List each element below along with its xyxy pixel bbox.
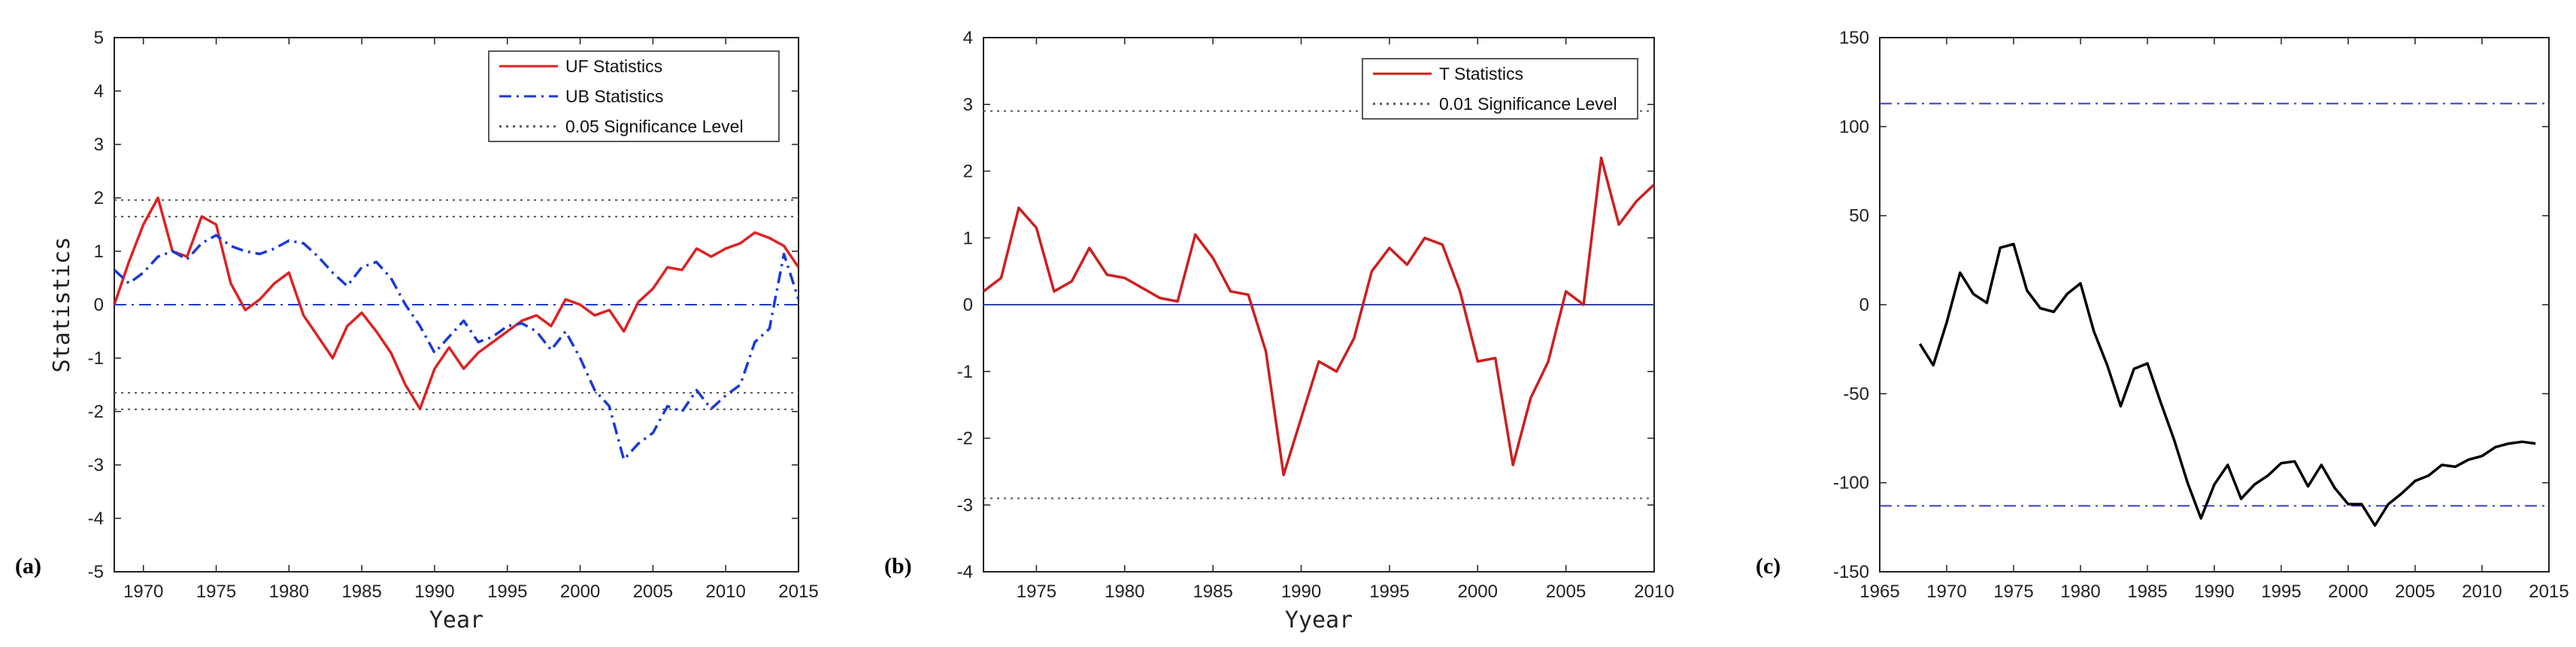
series-line-1 <box>983 156 1654 477</box>
x-tick-label: 2010 <box>2462 582 2502 602</box>
y-tick-label: 5 <box>94 28 104 48</box>
x-tick-label: 2000 <box>560 582 600 602</box>
plot-area <box>983 110 1654 500</box>
x-tick-label: 2005 <box>2395 582 2435 602</box>
panel-c: 1965 1970 1975 1980 1985 1990 1995 2000 2005 2010… <box>1756 28 2569 602</box>
x-tick-label: 1995 <box>2261 582 2301 602</box>
x-tick-label: 1990 <box>414 582 454 602</box>
x-tick-label: 2010 <box>1634 582 1674 602</box>
y-axis-label: Statistics <box>49 237 75 373</box>
x-tick-label: 2005 <box>1546 582 1586 602</box>
y-tick-label: 0 <box>94 295 104 315</box>
x-tick-label: 1990 <box>1281 582 1321 602</box>
x-tick-label: 1970 <box>1926 582 1966 602</box>
x-tick-label: 1990 <box>2194 582 2234 602</box>
panel-label: (a) <box>15 554 41 579</box>
y-tick-label: 3 <box>963 95 973 115</box>
panel-label: (b) <box>884 554 912 579</box>
x-tick-label: 1985 <box>1193 582 1232 602</box>
y-tick-label: -50 <box>1843 384 1869 404</box>
x-axis-label: Year <box>429 607 483 633</box>
y-tick-label: 0 <box>963 295 973 315</box>
x-tick-label: 1965 <box>1859 582 1899 602</box>
x-tick-label: 1975 <box>1017 582 1056 602</box>
x-tick-label: 1980 <box>2060 582 2100 602</box>
y-tick-label: 3 <box>94 135 104 155</box>
legend-label: 0.05 Significance Level <box>565 117 744 136</box>
legend-label: 0.01 Significance Level <box>1439 94 1617 114</box>
y-tick-label: -4 <box>88 509 104 529</box>
legend-label: T Statistics <box>1439 64 1523 84</box>
y-tick-label: -3 <box>957 495 973 515</box>
x-axis-label: Yyear <box>1285 607 1353 633</box>
legend-label: UB Statistics <box>565 87 663 106</box>
x-tick-label: 1985 <box>341 582 381 602</box>
x-tick-label: 1975 <box>196 582 236 602</box>
y-tick-label: -1 <box>88 348 104 369</box>
series-line-1 <box>1918 242 2536 527</box>
y-tick-label: 2 <box>963 162 973 182</box>
y-tick-label: 1 <box>963 228 973 248</box>
legend-box <box>1362 58 1638 120</box>
y-tick-label: -4 <box>957 562 973 582</box>
x-tick-label: 2010 <box>705 582 745 602</box>
y-tick-label: 4 <box>963 28 973 48</box>
series-line-1 <box>114 196 799 411</box>
legend-label: UF Statistics <box>565 56 662 76</box>
y-tick-label: -5 <box>88 562 104 582</box>
y-tick-label: 150 <box>1839 28 1869 48</box>
x-tick-label: 1980 <box>1105 582 1144 602</box>
x-tick-label: 1970 <box>123 582 163 602</box>
y-tick-label: -2 <box>957 429 973 449</box>
x-tick-label: 2015 <box>2529 582 2568 602</box>
series-line-2 <box>114 233 799 461</box>
x-tick-label: 1985 <box>2127 582 2167 602</box>
y-tick-label: -100 <box>1833 473 1869 494</box>
plot-area <box>1880 102 2549 527</box>
y-tick-label: 100 <box>1839 117 1869 137</box>
x-tick-label: 1995 <box>487 582 527 602</box>
legend: UF Statistics UB Statistics 0.05 Significa… <box>488 50 780 142</box>
y-tick-label: 50 <box>1849 206 1869 226</box>
y-tick-label: 2 <box>94 188 104 208</box>
y-tick-label: 0 <box>1859 295 1869 315</box>
x-tick-label: 1975 <box>1993 582 2033 602</box>
x-tick-label: 2005 <box>633 582 673 602</box>
x-tick-label: 2000 <box>1458 582 1498 602</box>
y-tick-label: -2 <box>88 402 104 422</box>
y-tick-label: -1 <box>957 362 973 382</box>
panel-a: 1970 1975 1980 1985 1990 1995 2000 2005 2010 2015… <box>15 28 819 633</box>
panel-b: 1975 1980 1985 1990 1995 2000 2005 2010 -4 -3 -2 -1… <box>884 28 1674 633</box>
y-tick-label: 4 <box>94 81 104 102</box>
x-tick-label: 2000 <box>2328 582 2368 602</box>
axes-frame <box>1879 37 2550 573</box>
plot-area <box>114 196 799 461</box>
y-tick-label: -3 <box>88 455 104 475</box>
x-tick-label: 1980 <box>269 582 309 602</box>
y-tick-label: 1 <box>94 241 104 262</box>
x-tick-label: 2015 <box>778 582 818 602</box>
x-tick-label: 1995 <box>1369 582 1409 602</box>
panel-label: (c) <box>1756 554 1780 579</box>
legend: T Statistics 0.01 Significance Level <box>1362 58 1638 120</box>
y-tick-label: -150 <box>1833 562 1869 582</box>
